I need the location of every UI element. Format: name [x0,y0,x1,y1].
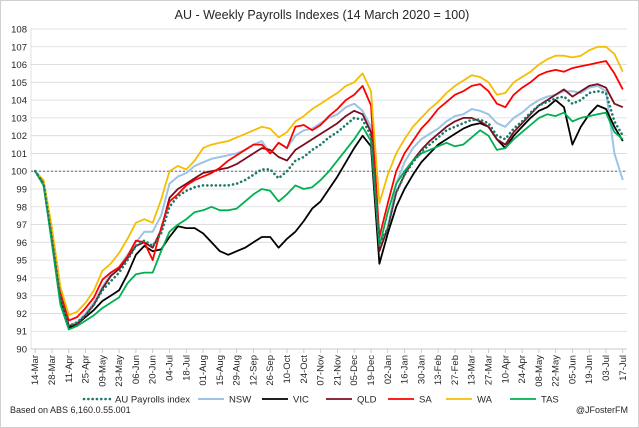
y-tick-label: 107 [11,42,27,53]
x-tick-label: 16-Jan [400,355,411,384]
chart-title: AU - Weekly Payrolls Indexes (14 March 2… [175,8,470,22]
source-footnote: Based on ABS 6,160.0.55.001 [10,405,131,415]
x-tick-label: 01-Aug [198,355,209,386]
y-tick-label: 103 [11,113,27,124]
y-tick-label: 96 [16,238,27,249]
x-tick-label: 26-Sep [265,355,276,386]
x-tick-label: 29-Aug [232,355,243,386]
x-tick-label: 27-Mar [483,355,494,385]
x-tick-label: 06-Jun [131,355,142,384]
series-line-qld [34,83,624,327]
x-tick-label: 10-Apr [500,355,511,384]
y-tick-label: 91 [16,327,27,338]
series-line-tas [34,111,624,331]
x-tick-label: 17-Jul [618,355,629,381]
y-tick-label: 104 [11,96,27,107]
y-tick-label: 97 [16,220,27,231]
x-tick-label: 09-May [97,355,108,387]
x-tick-label: 05-Jun [567,355,578,384]
x-tick-label: 02-Jan [383,355,394,384]
x-tick-label: 03-Jul [601,355,612,381]
x-tick-label: 19-Jun [584,355,595,384]
y-tick-label: 102 [11,131,27,142]
x-tick-label: 28-Mar [47,355,58,385]
x-tick-label: 13-Mar [467,355,478,385]
y-tick-label: 90 [16,345,27,356]
x-tick-label: 20-Jun [148,355,159,384]
x-tick-label: 13-Feb [433,355,444,385]
y-tick-label: 95 [16,256,27,267]
x-tick-label: 08-May [534,355,545,387]
x-tick-label: 25-Apr [81,355,92,384]
y-axis-ticks: 90 91 92 93 94 95 96 97 98 99 100 101 102 103 104 105 10… [11,25,27,356]
x-tick-label: 14-Mar [30,355,41,385]
legend: AU Payrolls index NSW VIC QLD SA WA TAS [82,395,559,406]
x-tick-label: 07-Nov [316,355,327,386]
legend-label: AU Payrolls index [115,395,190,406]
author-credit: @JFosterFM [576,405,628,415]
y-tick-label: 98 [16,202,27,213]
x-tick-label: 18-Jul [181,355,192,381]
y-tick-label: 92 [16,309,27,320]
y-tick-label: 106 [11,60,27,71]
x-tick-label: 11-Apr [64,355,75,383]
x-tick-label: 30-Jan [416,355,427,384]
legend-label: VIC [293,395,309,406]
x-tick-label: 22-May [551,355,562,387]
x-tick-label: 21-Nov [332,355,343,386]
x-tick-label: 24-Apr [517,355,528,384]
x-tick-label: 15-Aug [215,355,226,386]
legend-label: WA [477,395,493,406]
legend-label: TAS [541,395,559,406]
x-tick-label: 10-Oct [282,355,293,384]
legend-label: QLD [357,395,377,406]
legend-label: SA [419,395,432,406]
x-tick-label: 12-Sep [248,355,259,386]
x-tick-label: 04-Jul [165,355,176,381]
x-tick-label: 05-Dec [349,355,360,386]
series-line-vic [34,99,624,329]
y-tick-label: 93 [16,291,27,302]
legend-label: NSW [229,395,251,406]
series-line-au-payrolls-index [33,89,625,328]
series-line-sa [34,60,624,322]
y-tick-label: 100 [11,167,27,178]
x-tick-label: 24-Oct [299,355,310,384]
x-tick-label: 19-Dec [366,355,377,386]
series-lines [33,45,625,331]
x-axis-ticks: 14-Mar 28-Mar 11-Apr 25-Apr 09-May 23-May 06-J… [30,349,629,387]
y-tick-label: 108 [11,25,27,36]
y-tick-label: 94 [16,273,27,284]
y-tick-label: 101 [11,149,27,160]
x-tick-label: 23-May [114,355,125,387]
x-tick-label: 27-Feb [450,355,461,385]
y-tick-label: 105 [11,78,27,89]
y-tick-label: 99 [16,185,27,196]
series-line-wa [34,45,624,317]
